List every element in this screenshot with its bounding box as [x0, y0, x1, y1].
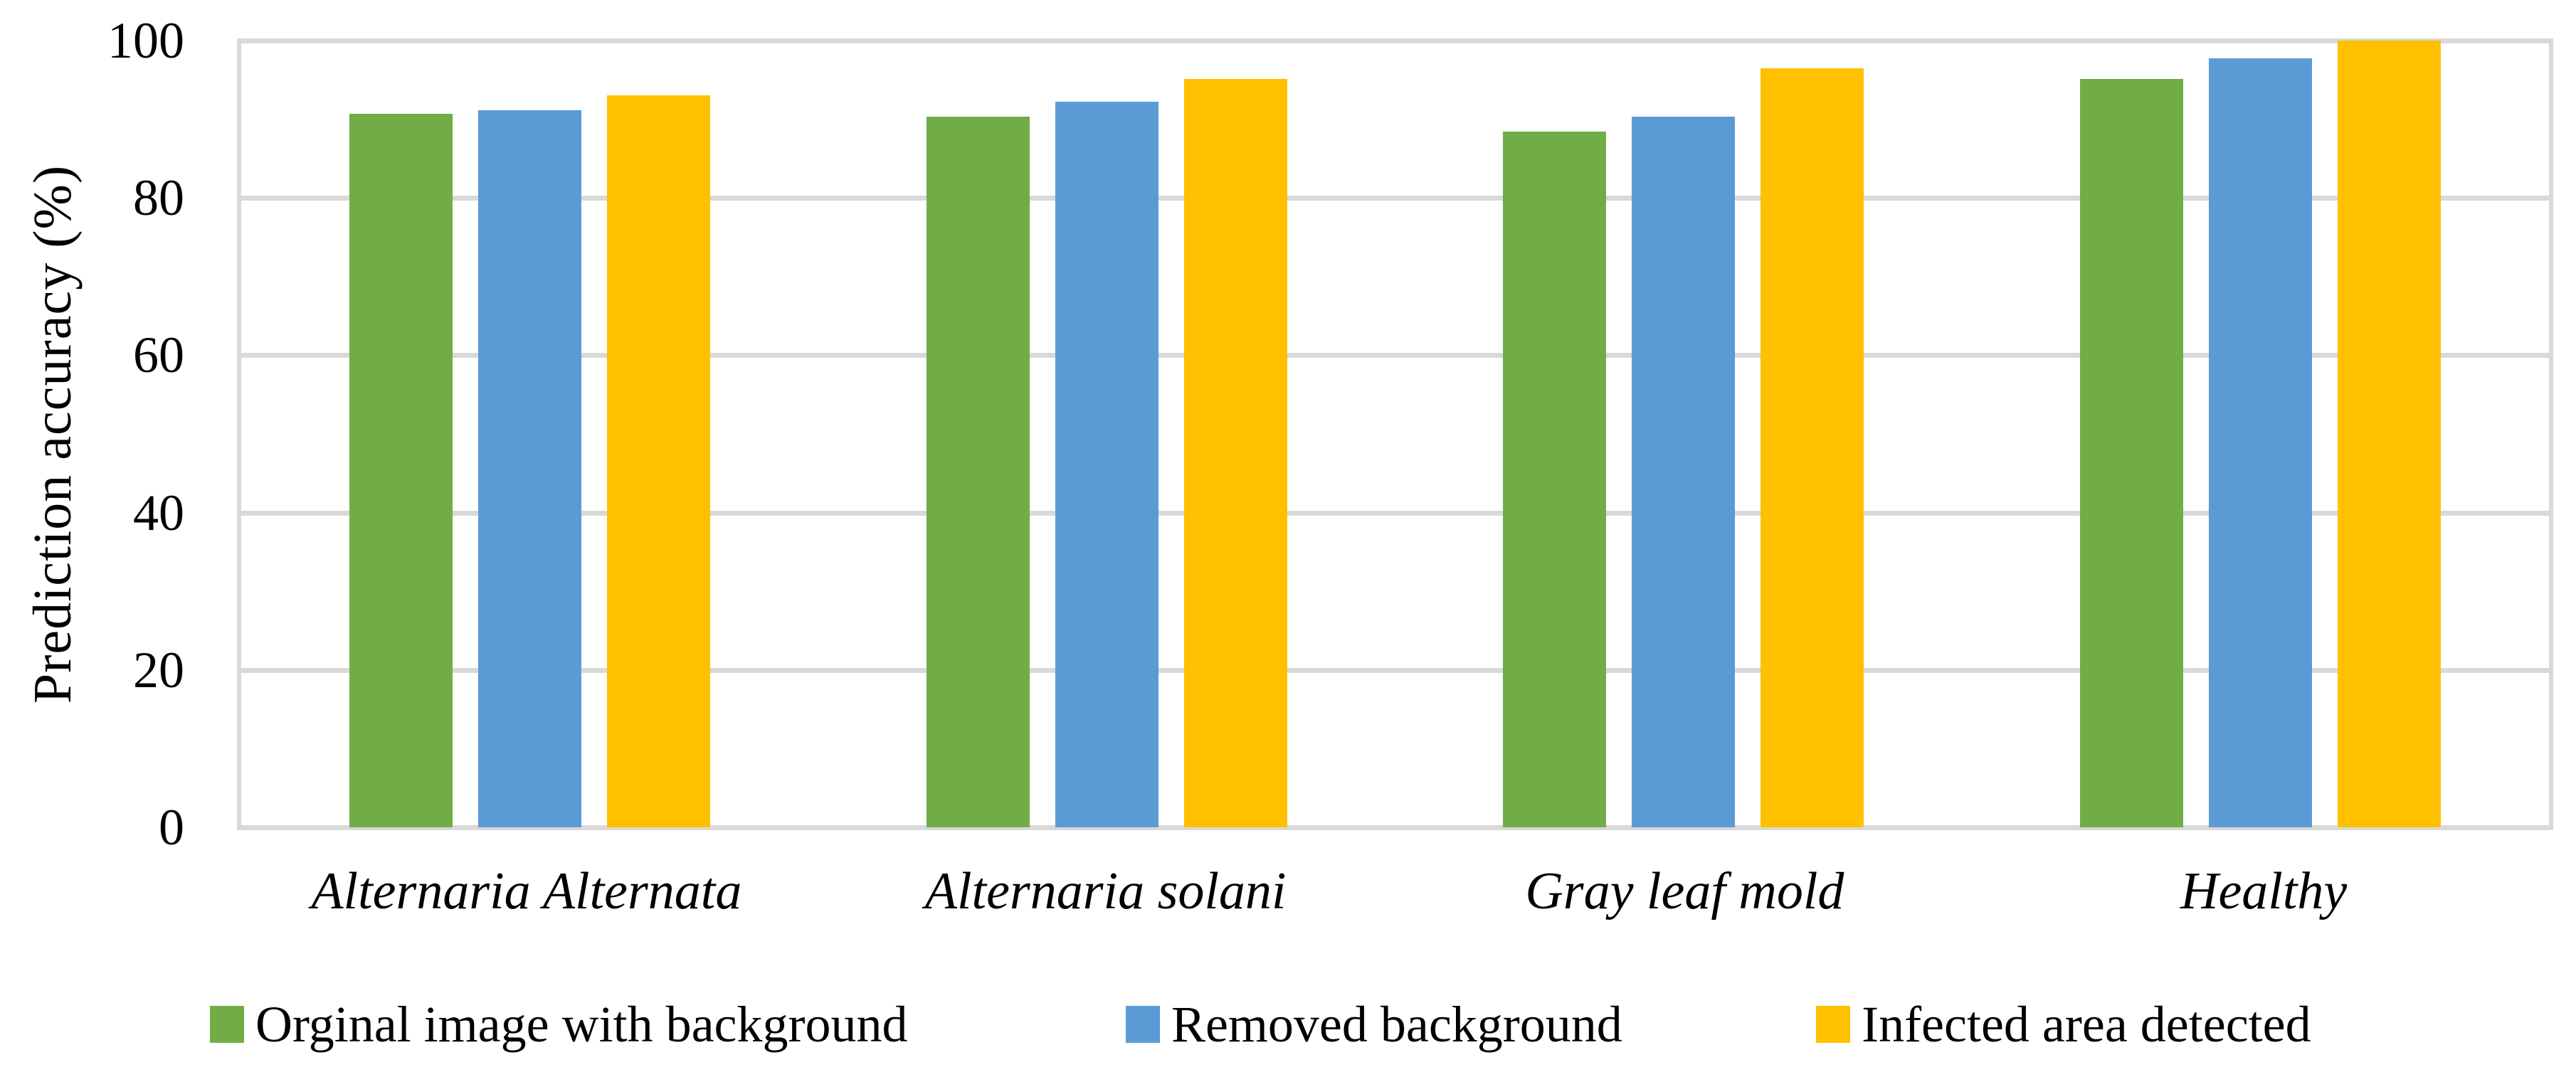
- bar-healthy-series-0: [2080, 79, 2184, 827]
- legend-swatch-icon: [1816, 1006, 1851, 1043]
- bar-alternaria-solani-series-2: [1183, 79, 1287, 827]
- bar-gray-leaf-mold-series-2: [1761, 68, 1864, 827]
- legend-label-2: Infected area detected: [1862, 996, 2311, 1053]
- x-label-3: Healthy: [2180, 861, 2348, 920]
- y-tick-label-100: 100: [107, 12, 184, 69]
- bar-alternaria-alternata-series-0: [349, 113, 453, 827]
- x-axis-labels: Alternaria Alternata Alternaria solani Gra…: [237, 852, 2553, 930]
- legend-item-2: Infected area detected: [1816, 985, 2311, 1063]
- bar-group-2: [1395, 41, 1973, 827]
- bar-alternaria-alternata-series-2: [606, 95, 710, 827]
- legend-swatch-icon: [1125, 1006, 1160, 1043]
- y-tick-label-20: 20: [133, 641, 184, 699]
- legend: Orginal image with background Removed bac…: [0, 985, 2576, 1063]
- gridline-y-60: [237, 353, 2553, 359]
- bar-gray-leaf-mold-series-0: [1503, 132, 1607, 827]
- x-label-1: Alternaria solani: [924, 861, 1287, 920]
- legend-swatch-icon: [210, 1006, 245, 1043]
- bar-gray-leaf-mold-series-1: [1632, 117, 1736, 827]
- bar-alternaria-solani-series-1: [1055, 102, 1158, 827]
- bar-healthy-series-1: [2209, 58, 2313, 827]
- legend-item-1: Removed background: [1125, 985, 1622, 1063]
- gridline-y-80: [237, 196, 2553, 201]
- bar-group-1: [818, 41, 1395, 827]
- bar-group-0: [241, 41, 818, 827]
- bar-group-3: [1972, 41, 2549, 827]
- legend-label-1: Removed background: [1171, 996, 1622, 1053]
- x-label-2: Gray leaf mold: [1525, 861, 1844, 920]
- gridline-y-40: [237, 510, 2553, 516]
- gridline-y-0: [237, 825, 2553, 830]
- x-label-0: Alternaria Alternata: [311, 861, 742, 920]
- y-tick-label-60: 60: [133, 327, 184, 384]
- gridline-y-20: [237, 667, 2553, 673]
- y-axis-title-wrap: Prediction accuracy (%): [0, 41, 107, 827]
- y-tick-label-40: 40: [133, 484, 184, 541]
- y-tick-label-80: 80: [133, 169, 184, 227]
- bar-healthy-series-2: [2338, 41, 2442, 827]
- y-tick-label-0: 0: [159, 799, 184, 856]
- bar-alternaria-alternata-series-1: [477, 110, 581, 827]
- legend-item-0: Orginal image with background: [210, 985, 907, 1063]
- y-axis-title: Prediction accuracy (%): [23, 164, 83, 704]
- gridline-y-100: [237, 38, 2553, 43]
- plot-area: 0 20 40 60 80 100: [107, 15, 2553, 853]
- bar-alternaria-solani-series-0: [926, 117, 1030, 827]
- legend-label-0: Orginal image with background: [255, 996, 908, 1053]
